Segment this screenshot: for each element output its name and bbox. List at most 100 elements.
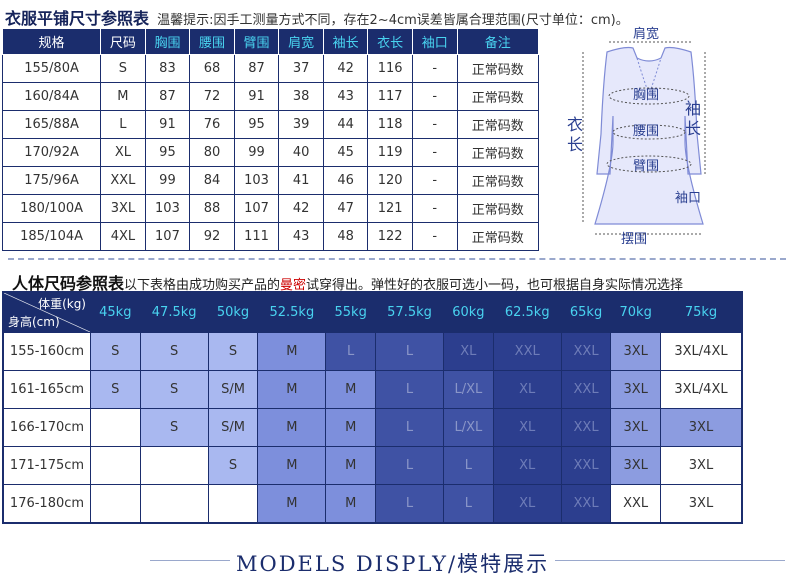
flat-column-header: 臂围 bbox=[233, 28, 280, 55]
table-cell: 99 bbox=[233, 138, 280, 167]
table-cell: 37 bbox=[278, 54, 324, 83]
size-cell: S/M bbox=[207, 370, 259, 409]
table-cell: 38 bbox=[278, 82, 324, 111]
table-cell: 40 bbox=[278, 138, 324, 167]
table-row: 161-165cm S S S/M M M L L/XL XL XXL 3XL 3XL/4XL bbox=[2, 370, 743, 409]
table-cell: - bbox=[411, 110, 458, 139]
size-cell: XXL bbox=[560, 408, 612, 447]
table-cell: 47 bbox=[322, 194, 369, 223]
table-cell: 117 bbox=[367, 82, 413, 111]
brand-name: 曼密 bbox=[280, 278, 307, 293]
table-cell: 46 bbox=[322, 166, 369, 195]
table-cell: 48 bbox=[322, 222, 369, 251]
size-cell: XXL bbox=[560, 484, 612, 524]
height-row-label: 171-175cm bbox=[2, 446, 91, 485]
sleeve-label-1: 袖 bbox=[685, 99, 701, 118]
size-cell: 3XL bbox=[610, 446, 661, 485]
arm-label: 臂围 bbox=[633, 159, 659, 174]
table-cell: 170/92A bbox=[1, 138, 102, 167]
table-cell: 41 bbox=[278, 166, 324, 195]
height-axis-label: 身高(cm) bbox=[8, 315, 60, 329]
table-row: 155/80A S 83 68 87 37 42 116- 正常码数 bbox=[1, 54, 539, 83]
flat-column-header: 衣长 bbox=[367, 28, 413, 55]
size-cell: S bbox=[207, 332, 259, 371]
table-cell: 121 bbox=[367, 194, 413, 223]
weight-column-header: 50kg bbox=[207, 291, 259, 333]
table-cell: 正常码数 bbox=[456, 110, 539, 139]
size-cell: L/XL bbox=[443, 408, 494, 447]
table-row: 185/104A 4XL 107 92 111 43 48 122- 正常码数 bbox=[1, 222, 539, 251]
arm-line bbox=[606, 155, 692, 173]
size-cell: 3XL/4XL bbox=[659, 332, 743, 371]
size-cell: XL bbox=[443, 332, 494, 371]
size-cell bbox=[139, 446, 209, 485]
table-cell: 39 bbox=[278, 110, 324, 139]
size-cell: XXL bbox=[492, 332, 562, 371]
table-cell: 120 bbox=[367, 166, 413, 195]
height-row-label: 166-170cm bbox=[2, 408, 91, 447]
size-cell: 3XL/4XL bbox=[659, 370, 743, 409]
size-cell: M bbox=[325, 408, 376, 447]
table-cell: 正常码数 bbox=[456, 138, 539, 167]
table-cell: 87 bbox=[233, 54, 280, 83]
table-cell: 42 bbox=[322, 54, 369, 83]
table-cell: 3XL bbox=[100, 194, 146, 223]
table-row: 160/84A M 87 72 91 38 43 117- 正常码数 bbox=[1, 82, 539, 111]
table-cell: 122 bbox=[367, 222, 413, 251]
size-cell: 3XL bbox=[610, 332, 661, 371]
table-cell: 180/100A bbox=[1, 194, 102, 223]
size-cell: M bbox=[325, 446, 376, 485]
weight-column-header: 45kg bbox=[90, 291, 141, 333]
table-cell: 111 bbox=[233, 222, 280, 251]
size-cell: XL bbox=[492, 370, 562, 409]
table-cell: 45 bbox=[322, 138, 369, 167]
garment-measurement-diagram: 肩宽 胸围 腰围 臂围 袖 长 衣 长 袖口 摆围 bbox=[567, 26, 706, 247]
size-cell: XL bbox=[492, 446, 562, 485]
flat-column-header: 备注 bbox=[456, 28, 539, 55]
table-row: 155-160cm S S S M L L XL XXL XXL 3XL 3XL/4XL bbox=[2, 332, 743, 371]
size-cell: S bbox=[90, 370, 141, 409]
cuff-label: 袖口 bbox=[675, 191, 701, 206]
table-cell: - bbox=[411, 166, 458, 195]
table-cell: 155/80A bbox=[1, 54, 102, 83]
weight-column-header: 70kg bbox=[610, 291, 661, 333]
size-cell bbox=[207, 484, 259, 524]
size-cell: 3XL bbox=[610, 370, 661, 409]
table-cell: - bbox=[411, 138, 458, 167]
footer-line-right bbox=[555, 560, 785, 561]
flat-size-header-row: 规格 尺码 胸围 腰围 臂围 肩宽 袖长 衣长 袖口 备注 bbox=[1, 28, 539, 55]
body-size-note-before: 以下表格由成功购买产品的 bbox=[124, 278, 281, 293]
table-cell: 91 bbox=[233, 82, 280, 111]
size-cell: M bbox=[257, 370, 327, 409]
flat-size-table: 规格 尺码 胸围 腰围 臂围 肩宽 袖长 衣长 袖口 备注 155/80A S 83 68 87 37 42 1… bbox=[1, 28, 539, 251]
table-cell: 80 bbox=[189, 138, 235, 167]
weight-column-header: 55kg bbox=[325, 291, 376, 333]
size-cell: M bbox=[257, 408, 327, 447]
table-row: 171-175cm S M M L L XL XXL 3XL 3XL bbox=[2, 446, 743, 485]
table-cell: - bbox=[411, 194, 458, 223]
size-cell: S bbox=[207, 446, 259, 485]
size-cell: XXL bbox=[560, 446, 612, 485]
size-cell: L bbox=[443, 484, 494, 524]
table-cell: XXL bbox=[100, 166, 146, 195]
weight-column-header: 52.5kg bbox=[257, 291, 327, 333]
size-cell bbox=[90, 484, 141, 524]
table-cell: 正常码数 bbox=[456, 166, 539, 195]
size-cell: L bbox=[374, 484, 445, 524]
size-cell bbox=[90, 446, 141, 485]
table-cell: 160/84A bbox=[1, 82, 102, 111]
table-row: 170/92A XL 95 80 99 40 45 119- 正常码数 bbox=[1, 138, 539, 167]
weight-column-header: 75kg bbox=[659, 291, 743, 333]
height-row-label: 155-160cm bbox=[2, 332, 91, 371]
table-cell: 正常码数 bbox=[456, 194, 539, 223]
size-cell: L bbox=[374, 370, 445, 409]
table-cell: L bbox=[100, 110, 146, 139]
flat-column-header: 尺码 bbox=[100, 28, 146, 55]
size-cell: XL bbox=[492, 484, 562, 524]
size-cell: XXL bbox=[560, 370, 612, 409]
weight-axis-label: 体重(kg) bbox=[38, 297, 86, 311]
waist-label: 腰围 bbox=[633, 124, 659, 139]
length-label-1: 衣 bbox=[567, 115, 583, 134]
size-cell: 3XL bbox=[610, 408, 661, 447]
table-cell: 88 bbox=[189, 194, 235, 223]
